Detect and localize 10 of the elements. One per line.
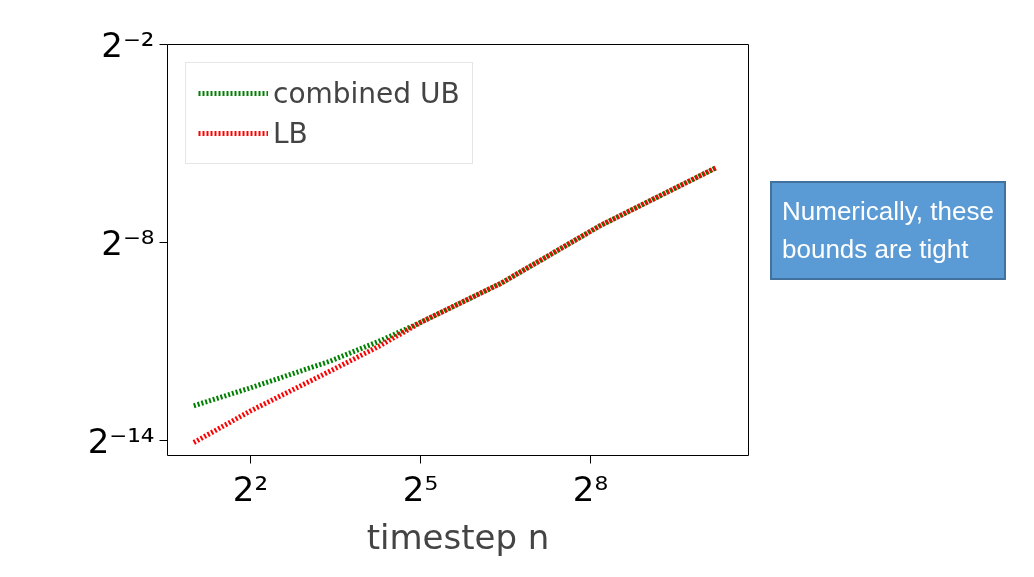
- x-tick-label: 2²: [232, 468, 269, 509]
- y-tick-label: 2⁻¹⁴: [87, 420, 155, 461]
- y-tick-label: 2⁻²: [101, 24, 155, 65]
- y-tick-label: 2⁻⁸: [101, 222, 155, 263]
- text: Numerically, these bounds are tight: [770, 181, 1006, 281]
- x-tick-label: 2⁸: [572, 468, 609, 509]
- legend-label: combined UB: [273, 75, 460, 111]
- x-axis-title: timestep n: [366, 516, 550, 557]
- legend-label: LB: [273, 115, 308, 151]
- x-tick-label: 2⁵: [402, 468, 439, 509]
